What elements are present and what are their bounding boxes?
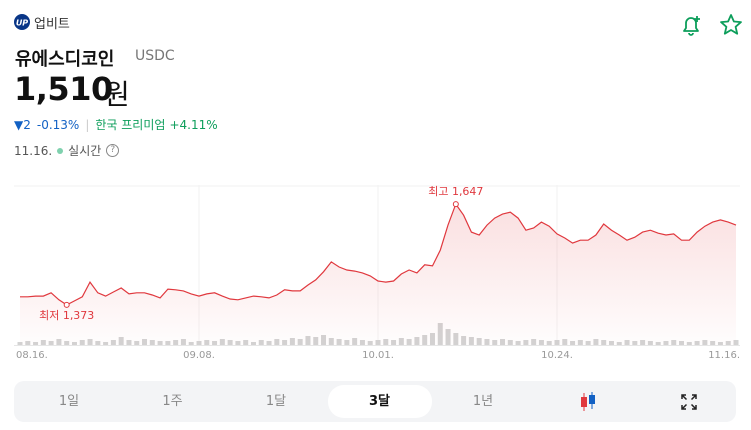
svg-text:UP: UP bbox=[16, 19, 28, 28]
fullscreen-button[interactable] bbox=[681, 394, 697, 410]
period-tab[interactable]: 1주 bbox=[162, 394, 183, 409]
price-area bbox=[20, 204, 736, 345]
period-tab[interactable]: 3달 bbox=[327, 385, 432, 418]
premium-value: +4.11% bbox=[169, 117, 218, 132]
change-row: ▼ 2 -0.13% | 한국 프리미엄 +4.11% bbox=[14, 116, 218, 133]
x-tick-label: 09.08. bbox=[183, 350, 215, 361]
realtime: 실시간 bbox=[68, 144, 102, 158]
price-chart: 08.16. 09.08. 10.01. 10.24. 11.16. 최고 1,647 최저… bbox=[14, 185, 740, 361]
favorite-button[interactable] bbox=[718, 12, 744, 38]
change-down-icon: ▼ bbox=[14, 117, 24, 132]
premium-label: 한국 프리미엄 bbox=[95, 118, 166, 132]
divider: | bbox=[85, 117, 90, 132]
period-tabs: 1일 1주 1달 3달 1년 bbox=[14, 381, 736, 422]
alarm-button[interactable] bbox=[678, 12, 704, 38]
live-dot bbox=[57, 147, 64, 154]
low-marker bbox=[63, 301, 70, 308]
help-icon[interactable]: ? bbox=[106, 144, 120, 157]
exchange-logo: UP bbox=[14, 14, 30, 30]
price: 1,510 bbox=[14, 70, 113, 108]
x-tick-label: 08.16. bbox=[16, 350, 48, 361]
candle-chart-button[interactable] bbox=[578, 391, 598, 413]
low-label: 최저 1,373 bbox=[39, 309, 94, 322]
time-row: 11.16. 실시간 ? bbox=[14, 142, 120, 159]
currency: 원 bbox=[104, 78, 130, 111]
coin-name: 유에스디코인 bbox=[15, 49, 115, 70]
period-tab[interactable]: 1년 bbox=[472, 394, 494, 409]
price-line bbox=[20, 202, 737, 306]
exchange-name: 업비트 bbox=[34, 17, 70, 32]
x-tick-label: 11.16. bbox=[708, 350, 740, 361]
change: 2 bbox=[23, 117, 31, 132]
x-tick-label: 10.24. bbox=[541, 350, 573, 361]
period-tab[interactable]: 1달 bbox=[265, 394, 287, 409]
x-tick-label: 10.01. bbox=[362, 350, 394, 361]
high-marker bbox=[452, 201, 459, 208]
period-tab[interactable]: 1일 bbox=[58, 394, 80, 409]
date: 11.16. bbox=[14, 143, 53, 158]
coin-symbol: USDC bbox=[135, 48, 175, 64]
high-label: 최고 1,647 bbox=[428, 185, 483, 198]
change-rate: -0.13% bbox=[36, 117, 80, 132]
